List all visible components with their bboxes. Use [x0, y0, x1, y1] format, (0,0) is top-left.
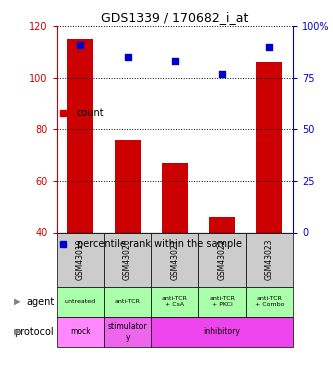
Bar	[67, 39, 93, 232]
Text: GSM43019: GSM43019	[76, 239, 85, 280]
Point	[78, 42, 83, 48]
Text: stimulator
y: stimulator y	[108, 322, 147, 342]
Bar	[246, 232, 293, 287]
Bar	[57, 287, 104, 317]
Text: mock: mock	[70, 327, 91, 336]
Text: GSM43022: GSM43022	[217, 239, 227, 280]
Text: anti-TCR
+ Combo: anti-TCR + Combo	[255, 297, 284, 307]
Text: GSM43023: GSM43023	[265, 239, 274, 280]
Bar	[162, 163, 188, 232]
Text: protocol: protocol	[15, 327, 54, 337]
Text: count: count	[77, 108, 104, 117]
Bar	[256, 62, 282, 232]
Text: inhibitory: inhibitory	[204, 327, 240, 336]
Point	[125, 54, 130, 60]
Bar	[104, 232, 151, 287]
Bar	[198, 232, 246, 287]
Text: GSM43021: GSM43021	[170, 239, 179, 280]
Bar	[151, 287, 198, 317]
Text: anti-TCR: anti-TCR	[115, 299, 141, 304]
Point	[267, 44, 272, 50]
Text: anti-TCR
+ CsA: anti-TCR + CsA	[162, 297, 188, 307]
Bar	[104, 317, 151, 347]
Point	[172, 58, 177, 64]
Bar	[198, 287, 246, 317]
Text: agent: agent	[26, 297, 54, 307]
Bar	[209, 217, 235, 232]
Text: percentile rank within the sample: percentile rank within the sample	[77, 239, 241, 249]
Bar	[151, 232, 198, 287]
Point	[219, 70, 225, 77]
Bar	[115, 140, 141, 232]
Bar	[57, 317, 104, 347]
Bar	[57, 232, 104, 287]
Bar	[151, 317, 293, 347]
Title: GDS1339 / 170682_i_at: GDS1339 / 170682_i_at	[101, 11, 248, 24]
Text: untreated: untreated	[65, 299, 96, 304]
Bar	[246, 287, 293, 317]
Text: anti-TCR
+ PKCi: anti-TCR + PKCi	[209, 297, 235, 307]
Bar	[104, 287, 151, 317]
Text: GSM43020: GSM43020	[123, 239, 132, 280]
